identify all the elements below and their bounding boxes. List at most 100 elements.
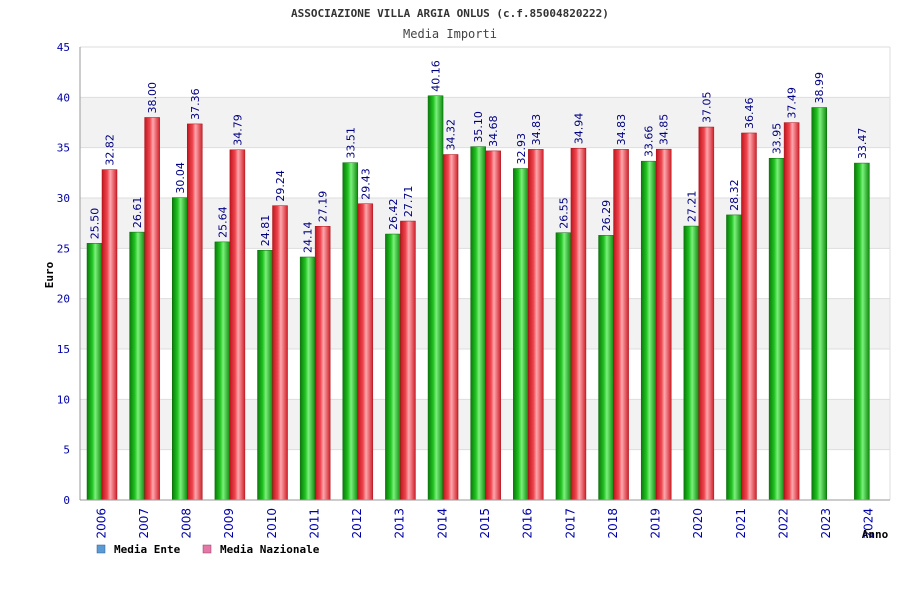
x-tick-label: 2015: [478, 508, 492, 539]
chart-title: ASSOCIAZIONE VILLA ARGIA ONLUS (c.f.8500…: [291, 7, 609, 20]
value-label: 34.32: [445, 119, 458, 151]
y-tick-label: 5: [63, 444, 70, 457]
x-tick-label: 2017: [563, 508, 577, 539]
bar-media-nazionale-2006: [101, 169, 118, 501]
value-label: 38.99: [813, 72, 826, 104]
value-label: 34.85: [658, 114, 671, 146]
bar-media-ente-2024: [854, 162, 870, 501]
x-tick-label: 2007: [137, 508, 151, 539]
value-label: 34.94: [572, 113, 585, 145]
x-tick-label: 2011: [307, 508, 321, 539]
y-tick-label: 0: [63, 494, 70, 507]
bar-media-nazionale-2015: [485, 150, 501, 501]
legend-label-media-ente: Media Ente: [114, 543, 181, 556]
value-label: 27.21: [685, 191, 698, 223]
chart-subtitle: Media Importi: [403, 27, 497, 41]
x-tick-label: 2024: [862, 508, 876, 539]
bar-media-ente-2009: [214, 241, 231, 501]
bars: [86, 95, 870, 501]
bar-media-ente-2019: [640, 160, 657, 501]
bar-media-ente-2017: [555, 232, 572, 501]
value-label: 36.46: [743, 97, 756, 129]
bar-media-nazionale-2013: [400, 220, 416, 501]
value-label: 25.64: [216, 206, 229, 237]
value-label: 38.00: [146, 82, 159, 114]
value-label: 27.71: [402, 186, 415, 218]
value-label: 30.04: [174, 162, 187, 194]
value-label: 33.51: [344, 127, 357, 159]
bar-media-nazionale-2014: [442, 154, 459, 501]
value-label: 34.83: [615, 114, 628, 146]
bar-media-nazionale-2018: [613, 149, 629, 501]
y-tick-label: 10: [57, 393, 70, 406]
bar-media-ente-2010: [257, 249, 273, 501]
value-label: 24.14: [302, 221, 315, 253]
bar-media-nazionale-2019: [655, 148, 672, 501]
y-tick-label: 15: [57, 343, 70, 356]
legend-swatch-media-nazionale: [202, 544, 212, 554]
x-tick-label: 2009: [222, 508, 236, 539]
bar-media-nazionale-2017: [570, 148, 587, 501]
value-label: 34.79: [231, 114, 244, 145]
bar-media-nazionale-2007: [144, 117, 160, 501]
bar-media-nazionale-2009: [229, 149, 246, 501]
value-labels: 25.50 32.82 26.61 38.00 30.04 37.36 25.64 34.79…: [89, 60, 869, 253]
value-label: 26.42: [387, 199, 400, 231]
y-tick-label: 25: [57, 242, 70, 255]
value-label: 26.29: [600, 200, 613, 232]
bar-media-ente-2015: [470, 146, 486, 501]
bar-media-ente-2021: [726, 214, 742, 501]
x-tick-label: 2008: [180, 508, 194, 539]
y-axis-label: Euro: [43, 261, 56, 288]
x-tick-label: 2014: [435, 508, 449, 539]
x-tick-label: 2018: [606, 508, 620, 539]
legend-swatch-media-ente: [96, 544, 106, 554]
bar-media-ente-2022: [768, 157, 785, 501]
legend: Media Ente Media Nazionale: [96, 543, 320, 556]
bar-media-ente-2007: [129, 231, 145, 501]
bar-media-nazionale-2016: [528, 149, 544, 501]
value-label: 27.19: [317, 191, 330, 223]
value-label: 32.93: [515, 133, 528, 165]
bar-media-ente-2023: [811, 107, 827, 501]
x-tick-label: 2012: [350, 508, 364, 539]
x-axis-ticks: 2006 2007 2008 2009 2010 2011 2012 2013 2014 2015…: [94, 508, 875, 539]
bar-media-ente-2014: [427, 95, 444, 501]
bar-media-nazionale-2021: [741, 132, 757, 501]
value-label: 37.05: [700, 92, 713, 124]
value-label: 33.95: [771, 123, 784, 155]
bar-media-ente-2016: [513, 168, 529, 501]
value-label: 34.83: [530, 114, 543, 146]
value-label: 37.36: [189, 88, 202, 120]
bar-media-nazionale-2010: [272, 205, 288, 501]
x-tick-label: 2020: [691, 508, 705, 539]
value-label: 24.81: [259, 215, 272, 247]
value-label: 35.10: [472, 111, 485, 143]
value-label: 26.55: [557, 197, 570, 229]
x-axis-label: Anno: [862, 528, 889, 541]
bar-media-ente-2008: [172, 197, 188, 501]
y-tick-label: 45: [57, 41, 70, 54]
bar-media-nazionale-2012: [357, 203, 374, 501]
y-tick-label: 40: [57, 91, 70, 104]
x-tick-label: 2019: [649, 508, 663, 539]
bar-media-ente-2020: [683, 225, 700, 501]
x-tick-label: 2023: [819, 508, 833, 539]
y-tick-label: 30: [57, 192, 70, 205]
value-label: 32.82: [104, 134, 117, 166]
value-label: 33.47: [856, 128, 869, 160]
value-label: 40.16: [430, 60, 443, 92]
bar-media-ente-2013: [385, 233, 401, 501]
x-tick-label: 2006: [94, 508, 108, 539]
bar-media-nazionale-2008: [187, 123, 203, 501]
value-label: 37.49: [786, 87, 799, 119]
value-label: 29.24: [274, 170, 287, 202]
value-label: 34.68: [487, 115, 500, 147]
bar-media-nazionale-2020: [698, 126, 715, 501]
x-tick-label: 2010: [265, 508, 279, 539]
value-label: 33.66: [643, 126, 656, 158]
bar-media-nazionale-2011: [314, 226, 331, 501]
x-tick-label: 2021: [734, 508, 748, 539]
x-tick-label: 2022: [776, 508, 790, 539]
